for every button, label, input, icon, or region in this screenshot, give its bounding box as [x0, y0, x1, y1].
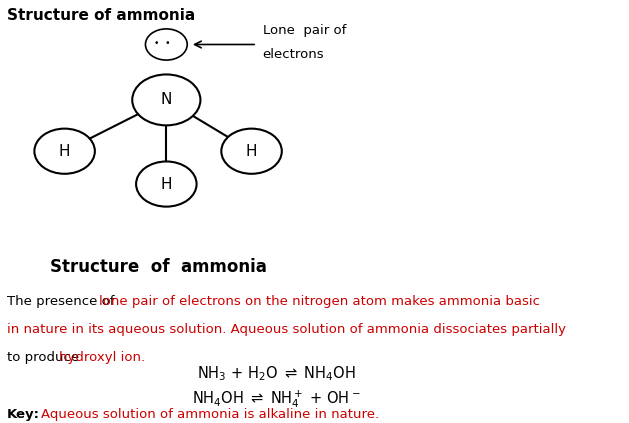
- Circle shape: [132, 74, 201, 125]
- Text: Structure of ammonia: Structure of ammonia: [7, 8, 195, 22]
- Text: to produce: to produce: [7, 351, 83, 364]
- Text: in nature in its aqueous solution. Aqueous solution of ammonia dissociates parti: in nature in its aqueous solution. Aqueo…: [7, 323, 566, 336]
- Circle shape: [221, 129, 282, 174]
- Circle shape: [145, 29, 187, 60]
- Text: •  •: • •: [153, 39, 170, 48]
- Text: Structure  of  ammonia: Structure of ammonia: [50, 258, 267, 276]
- Text: Key:: Key:: [7, 408, 40, 421]
- Text: hydroxyl ion.: hydroxyl ion.: [59, 351, 145, 364]
- Text: Lone  pair of: Lone pair of: [262, 24, 346, 37]
- Text: electrons: electrons: [262, 48, 324, 61]
- Text: The presence of: The presence of: [7, 295, 119, 308]
- Text: H: H: [160, 176, 172, 192]
- Text: N: N: [160, 92, 172, 107]
- Circle shape: [35, 129, 95, 174]
- Circle shape: [136, 162, 197, 206]
- Text: H: H: [246, 144, 257, 159]
- Text: NH$_4$OH $\rightleftharpoons$ NH$_4^+$ + OH$^-$: NH$_4$OH $\rightleftharpoons$ NH$_4^+$ +…: [192, 388, 360, 410]
- Text: Aqueous solution of ammonia is alkaline in nature.: Aqueous solution of ammonia is alkaline …: [41, 408, 379, 421]
- Text: NH$_3$ + H$_2$O $\rightleftharpoons$ NH$_4$OH: NH$_3$ + H$_2$O $\rightleftharpoons$ NH$…: [197, 365, 355, 383]
- Text: H: H: [59, 144, 70, 159]
- Text: lone pair of electrons on the nitrogen atom makes ammonia basic: lone pair of electrons on the nitrogen a…: [99, 295, 540, 308]
